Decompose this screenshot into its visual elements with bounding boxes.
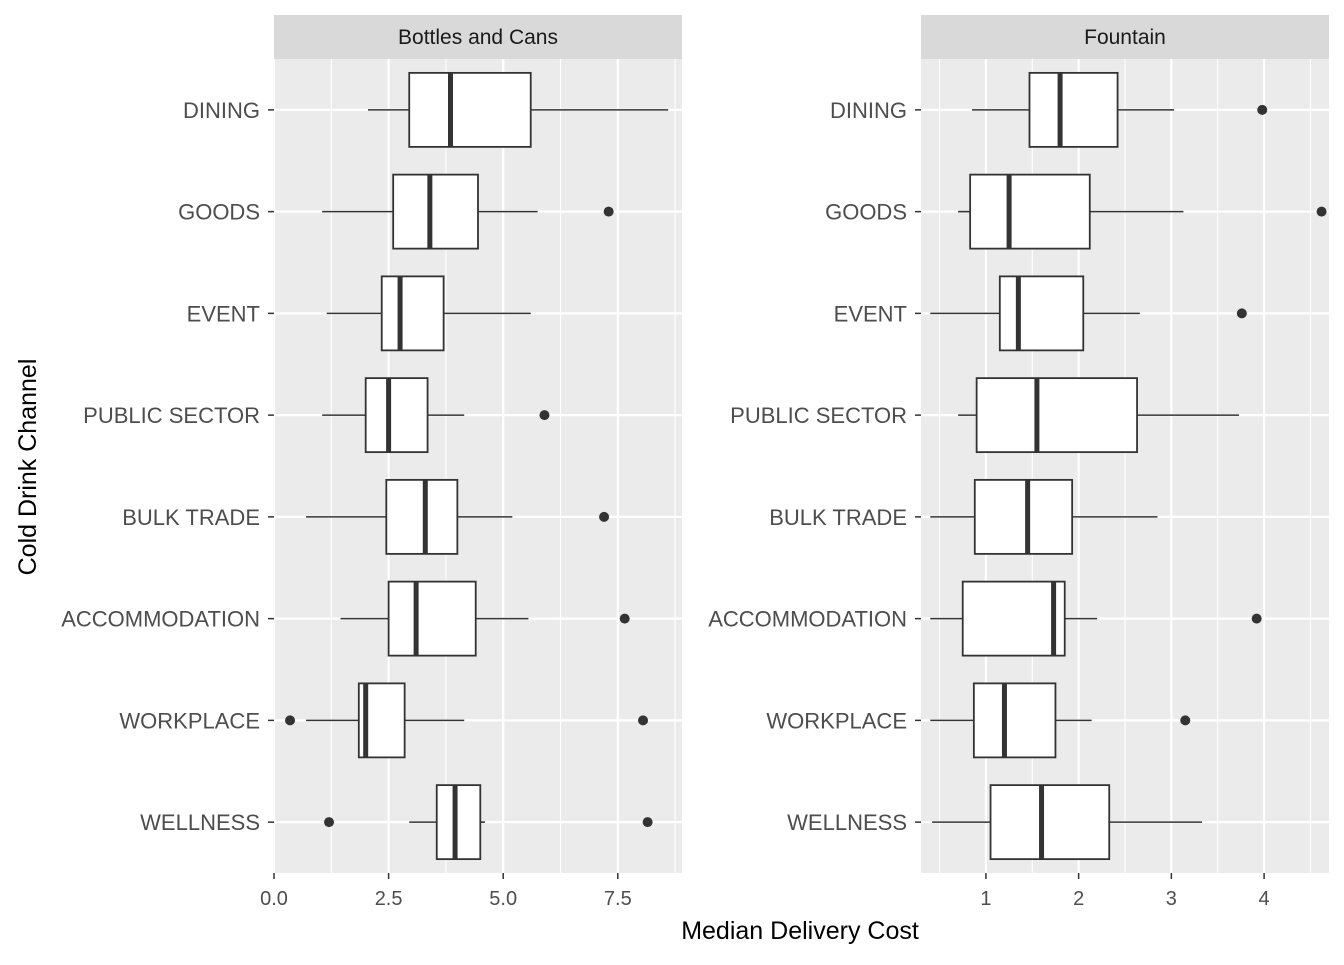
outlier-point (539, 410, 550, 421)
y-axis-label: Cold Drink Channel (14, 359, 42, 576)
facet-panel-1: Fountain DINING GOODS EVENT PUBLIC SECTOR BUL… (708, 15, 1329, 910)
y-tick-label: GOODS (178, 200, 260, 225)
box-workplace (285, 682, 649, 759)
outlier-point (603, 206, 614, 217)
y-tick-label: DINING (183, 98, 260, 123)
x-tick-label: 7.5 (604, 888, 632, 910)
outlier-point (638, 715, 649, 726)
facet-title: Bottles and Cans (398, 26, 558, 49)
outlier-point (1251, 613, 1262, 624)
iqr-box (385, 478, 459, 555)
y-tick-label: WELLNESS (140, 810, 260, 835)
iqr-box (973, 478, 1074, 555)
iqr-box (408, 71, 532, 148)
outlier-point (642, 817, 653, 828)
y-tick-label: ACCOMMODATION (61, 607, 260, 632)
box-goods (958, 173, 1327, 250)
iqr-box (975, 377, 1138, 454)
y-tick-label: PUBLIC SECTOR (730, 403, 907, 428)
x-tick-label: 0.0 (260, 888, 288, 910)
iqr-box (989, 784, 1111, 861)
box-event (326, 275, 531, 352)
facet-title: Fountain (1084, 26, 1166, 49)
outlier-point (285, 715, 296, 726)
iqr-box (961, 580, 1066, 657)
x-tick-label: 5.0 (489, 888, 517, 910)
y-tick-label: EVENT (834, 301, 907, 326)
x-axis-label: Median Delivery Cost (681, 917, 919, 945)
facet-strip (921, 15, 1329, 59)
iqr-box (972, 682, 1057, 759)
y-tick-label: WORKPLACE (766, 708, 907, 733)
box-goods (322, 173, 614, 250)
iqr-box (998, 275, 1085, 352)
outlier-point (324, 817, 335, 828)
box-wellness (324, 784, 653, 861)
facet-panel-0: Bottles and Cans DINING GOODS EVENT PUBLIC S… (61, 15, 682, 910)
iqr-box (387, 580, 477, 657)
outlier-point (1257, 104, 1268, 115)
iqr-box (380, 275, 445, 352)
y-tick-label: EVENT (187, 301, 260, 326)
y-tick-label: GOODS (825, 200, 907, 225)
outlier-point (599, 511, 610, 522)
y-tick-label: WORKPLACE (119, 708, 260, 733)
outlier-point (619, 613, 630, 624)
iqr-box (392, 173, 479, 250)
box-event (930, 275, 1247, 352)
x-tick-label: 4 (1259, 888, 1270, 910)
iqr-box (1028, 71, 1119, 148)
iqr-box (969, 173, 1091, 250)
box-dining (972, 71, 1268, 148)
outlier-point (1316, 206, 1327, 217)
x-tick-label: 2.5 (375, 888, 403, 910)
x-tick-label: 2 (1073, 888, 1084, 910)
box-bulk-trade (930, 478, 1158, 555)
y-tick-label: WELLNESS (787, 810, 907, 835)
y-tick-label: DINING (830, 98, 907, 123)
x-tick-label: 1 (980, 888, 991, 910)
box-accommodation (930, 580, 1262, 657)
box-bulk-trade (306, 478, 610, 555)
box-accommodation (340, 580, 630, 657)
box-dining (367, 71, 669, 148)
outlier-point (1180, 715, 1191, 726)
x-tick-label: 3 (1166, 888, 1177, 910)
y-tick-label: BULK TRADE (122, 505, 260, 530)
y-tick-label: PUBLIC SECTOR (83, 403, 260, 428)
box-wellness (932, 784, 1202, 861)
iqr-box (364, 377, 429, 454)
facet-strip (274, 15, 682, 59)
box-public-sector (322, 377, 550, 454)
box-workplace (930, 682, 1191, 759)
y-tick-label: BULK TRADE (769, 505, 907, 530)
outlier-point (1236, 308, 1247, 319)
iqr-box (435, 784, 482, 861)
box-public-sector (958, 377, 1240, 454)
y-tick-label: ACCOMMODATION (708, 607, 907, 632)
